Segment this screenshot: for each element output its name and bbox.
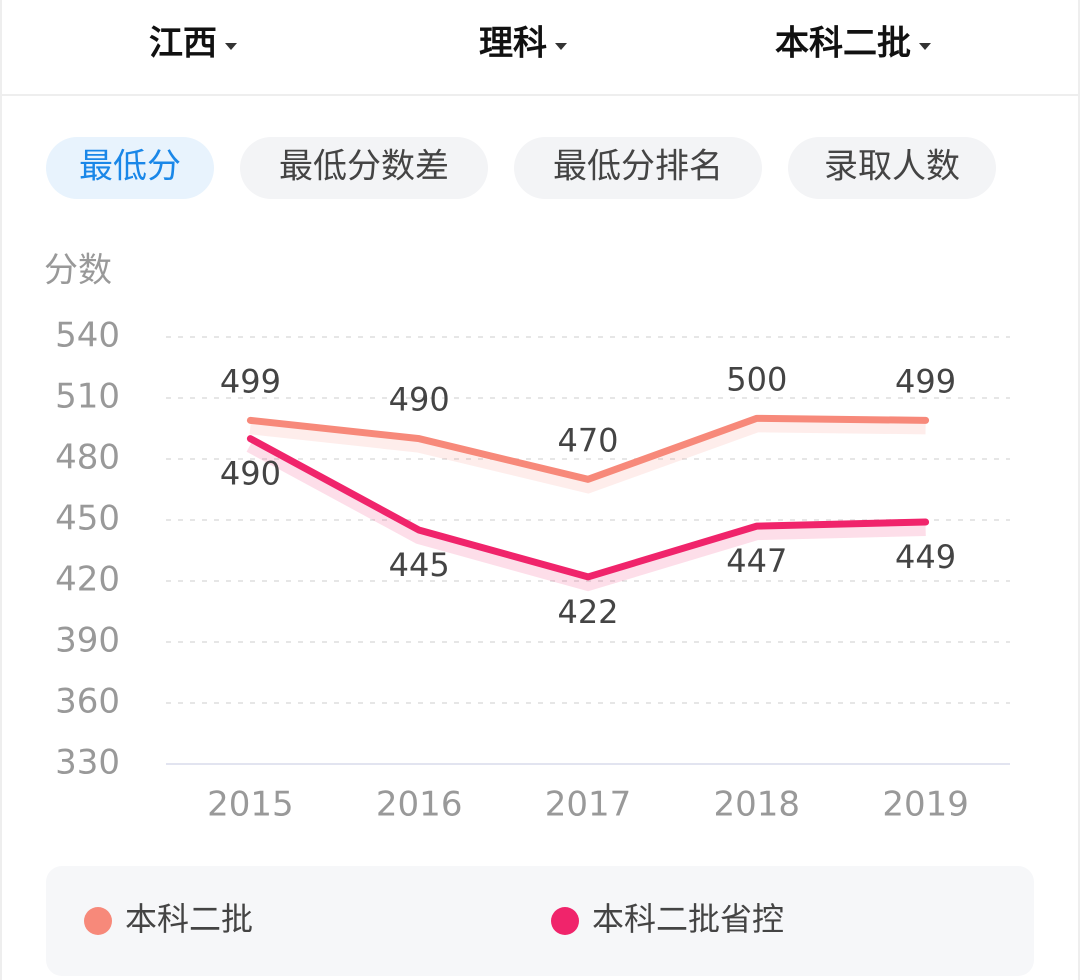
y-tick-label: 330 [55, 743, 120, 783]
data-label: 449 [895, 538, 956, 576]
tab-label[interactable]: 最低分 [79, 147, 181, 187]
filter-dropdown[interactable]: 本科二批 [775, 24, 911, 64]
data-label: 499 [220, 362, 281, 400]
line-shadow [246, 437, 926, 592]
filter-dropdown[interactable]: 理科 [479, 24, 547, 64]
y-tick-label: 390 [55, 621, 120, 661]
tab[interactable] [46, 137, 214, 199]
tab-label[interactable]: 录取人数 [824, 147, 960, 187]
data-label: 445 [389, 546, 450, 584]
y-axis-title: 分数 [44, 251, 112, 291]
tab-label[interactable]: 最低分数差 [279, 147, 449, 187]
y-tick-label: 450 [55, 499, 120, 539]
legend-label[interactable]: 本科二批 [125, 900, 253, 938]
tab[interactable] [788, 137, 996, 199]
legend-marker [551, 907, 579, 935]
tab-label[interactable]: 最低分排名 [553, 147, 723, 187]
y-tick-label: 360 [55, 682, 120, 722]
x-tick-label: 2019 [882, 785, 969, 825]
x-tick-label: 2016 [376, 785, 463, 825]
y-tick-label: 420 [55, 560, 120, 600]
data-label: 447 [726, 542, 787, 580]
data-label: 470 [557, 421, 618, 459]
tab[interactable] [240, 137, 488, 199]
series-line [246, 414, 930, 483]
y-tick-label: 480 [55, 438, 120, 478]
data-label: 500 [726, 360, 787, 398]
dropdown-arrow [555, 43, 567, 50]
y-tick-label: 510 [55, 377, 120, 417]
data-label: 490 [389, 381, 450, 419]
filter-dropdown[interactable]: 江西 [149, 24, 217, 64]
line-shadow [249, 416, 926, 494]
data-label: 490 [220, 455, 281, 493]
dropdown-arrow [919, 43, 931, 50]
legend-label[interactable]: 本科二批省控 [592, 900, 784, 938]
x-tick-label: 2018 [714, 785, 801, 825]
data-label: 422 [557, 593, 618, 631]
x-tick-label: 2017 [545, 785, 632, 825]
x-tick-label: 2015 [207, 785, 294, 825]
legend-marker [84, 907, 112, 935]
y-tick-label: 540 [55, 316, 120, 356]
data-label: 499 [895, 362, 956, 400]
legend-box [46, 866, 1034, 976]
series-line [246, 435, 930, 581]
tab[interactable] [514, 137, 762, 199]
dropdown-arrow [225, 43, 237, 50]
